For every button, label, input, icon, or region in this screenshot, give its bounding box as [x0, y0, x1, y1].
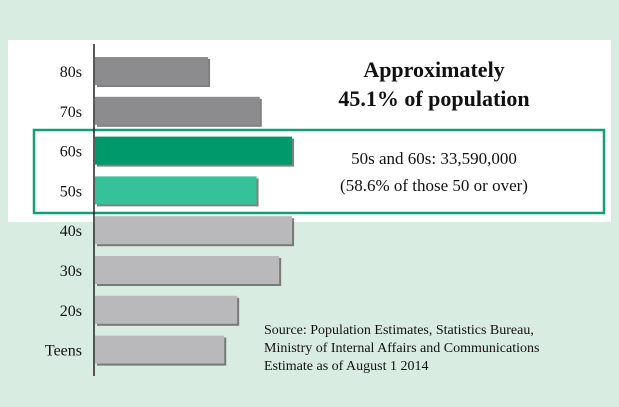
category-label-teens: Teens [45, 343, 82, 360]
headline-line-1: Approximately [363, 57, 504, 82]
bar-30s [95, 256, 280, 284]
bar-60s [95, 136, 293, 165]
category-label-60s: 60s [60, 144, 82, 161]
bar-20s [95, 295, 238, 324]
category-label-70s: 70s [60, 104, 82, 121]
highlight-text-line-1: 50s and 60s: 33,590,000 [351, 149, 517, 168]
source-line-2: Ministry of Internal Affairs and Communi… [264, 341, 539, 356]
category-labels-layer: 80s 70s 60s 50s 40s 30s 20s Teens [45, 64, 82, 360]
headline-line-2: 45.1% of population [338, 86, 529, 111]
category-label-50s: 50s [60, 183, 82, 200]
bar-40s [95, 216, 293, 245]
category-label-40s: 40s [60, 223, 82, 240]
category-label-30s: 30s [60, 263, 82, 280]
highlight-text-line-2: (58.6% of those 50 or over) [340, 176, 528, 195]
bar-50s [95, 176, 257, 205]
bars-layer [95, 57, 295, 366]
bar-80s [95, 57, 209, 85]
category-label-80s: 80s [60, 64, 82, 81]
bar-teens [95, 335, 225, 364]
source-line-3: Estimate as of August 1 2014 [264, 359, 429, 374]
bar-70s [95, 96, 260, 125]
source-line-1: Source: Population Estimates, Statistics… [264, 323, 534, 338]
highlight-box [32, 128, 606, 215]
category-label-20s: 20s [60, 303, 82, 320]
